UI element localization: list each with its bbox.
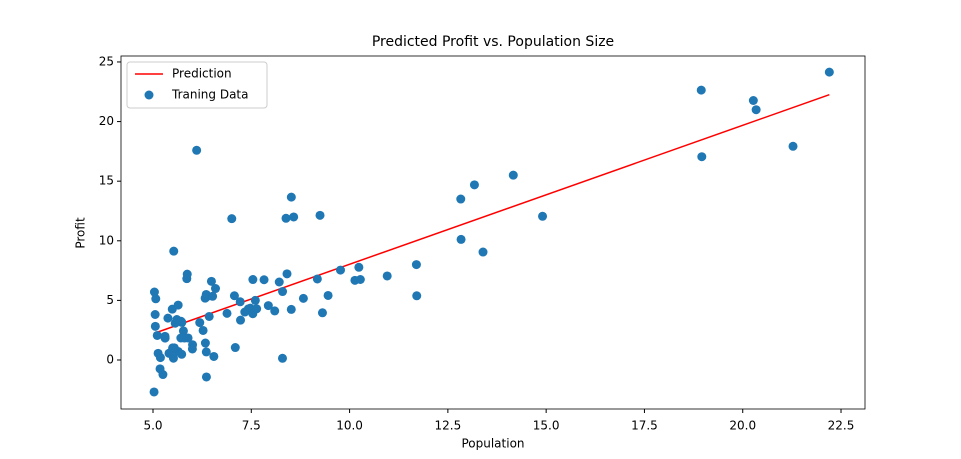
x-tick-label: 5.0 <box>143 419 162 433</box>
data-point <box>315 210 325 220</box>
x-tick-label: 7.5 <box>242 419 261 433</box>
data-point <box>178 326 188 336</box>
x-tick-label: 12.5 <box>435 419 462 433</box>
data-point <box>240 307 250 317</box>
data-point <box>149 387 159 397</box>
data-point <box>195 318 205 328</box>
data-point <box>696 85 706 95</box>
data-point <box>281 213 291 223</box>
data-point <box>187 344 197 354</box>
data-point <box>150 310 160 320</box>
data-point <box>172 315 182 325</box>
chart-title: Predicted Profit vs. Population Size <box>372 34 614 50</box>
data-point <box>277 353 287 363</box>
legend-label: Traning Data <box>171 88 248 102</box>
y-tick-label: 15 <box>99 174 114 188</box>
data-point <box>354 262 364 272</box>
data-point <box>201 372 211 382</box>
data-point <box>282 269 292 279</box>
data-point <box>335 265 345 275</box>
data-point <box>469 180 479 190</box>
y-tick-label: 20 <box>99 114 114 128</box>
data-point <box>173 300 183 310</box>
data-point <box>155 364 165 374</box>
data-point <box>508 170 518 180</box>
data-point <box>298 293 308 303</box>
data-point <box>270 306 280 316</box>
data-point <box>155 353 165 363</box>
data-point <box>160 331 170 341</box>
data-point <box>478 247 488 257</box>
data-point <box>169 246 179 256</box>
data-point <box>151 294 161 304</box>
data-point <box>286 192 296 202</box>
data-point <box>278 287 288 297</box>
y-tick-label: 25 <box>99 54 114 68</box>
data-point <box>274 277 284 287</box>
legend-label: Prediction <box>172 67 232 81</box>
data-point <box>192 145 202 155</box>
y-axis-label: Profit <box>74 217 88 249</box>
data-point <box>176 333 186 343</box>
data-point <box>250 295 260 305</box>
y-tick-label: 0 <box>106 353 114 367</box>
x-tick-label: 17.5 <box>631 419 658 433</box>
data-point <box>751 105 761 115</box>
data-point <box>200 338 210 348</box>
legend-marker <box>144 90 154 100</box>
x-tick-label: 15.0 <box>533 419 560 433</box>
data-point <box>177 349 187 359</box>
data-point <box>355 274 365 284</box>
data-point <box>227 214 237 224</box>
data-point <box>382 271 392 281</box>
data-point <box>286 304 296 314</box>
y-tick-label: 5 <box>106 293 114 307</box>
data-point <box>411 260 421 270</box>
data-point <box>263 301 273 311</box>
data-point <box>210 284 220 294</box>
data-point <box>201 347 211 357</box>
data-point <box>230 343 240 353</box>
data-point <box>323 290 333 300</box>
data-point <box>824 67 834 77</box>
data-point <box>259 275 269 285</box>
data-point <box>289 212 299 222</box>
x-tick-label: 22.5 <box>828 419 855 433</box>
data-point <box>209 351 219 361</box>
data-point <box>317 308 327 318</box>
data-point <box>182 269 192 279</box>
data-point <box>235 297 245 307</box>
prediction-line <box>153 93 830 335</box>
data-point <box>229 291 239 301</box>
data-point <box>248 275 258 285</box>
data-point <box>165 348 175 358</box>
data-point <box>204 311 214 321</box>
x-tick-label: 10.0 <box>336 419 363 433</box>
data-point <box>412 291 422 301</box>
data-point <box>208 291 218 301</box>
plot-frame <box>120 55 866 410</box>
data-point <box>163 313 173 323</box>
x-axis-label: Population <box>461 437 524 451</box>
data-point <box>236 315 246 325</box>
data-point <box>697 152 707 162</box>
data-point <box>538 211 548 221</box>
x-tick-label: 20.0 <box>729 419 756 433</box>
data-point <box>149 287 159 297</box>
data-point <box>748 96 758 106</box>
data-point <box>312 274 322 284</box>
y-tick-label: 10 <box>99 233 114 247</box>
data-point <box>456 234 466 244</box>
data-point <box>456 194 466 204</box>
data-point <box>252 304 262 314</box>
data-point <box>152 330 162 340</box>
data-point <box>206 276 216 286</box>
data-point <box>788 141 798 151</box>
data-point <box>222 308 232 318</box>
data-point <box>150 321 160 331</box>
data-point <box>198 325 208 335</box>
